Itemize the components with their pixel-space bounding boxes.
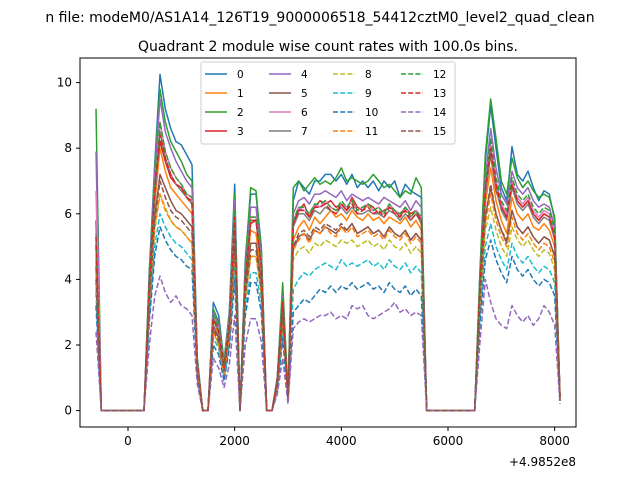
axes-frame [79,57,577,428]
x-tick-label: 0 [124,434,132,448]
legend-label-12: 12 [433,69,446,81]
axis-ticks: 0 2000 4000 6000 8000 0 2 4 6 8 10 [57,76,570,448]
y-tick-label: 6 [64,207,72,221]
legend-label-14: 14 [433,107,447,119]
legend-label-0: 0 [237,69,244,81]
legend-label-11: 11 [365,126,378,138]
series-line-12 [95,121,561,412]
legend-label-9: 9 [365,88,372,100]
series-line-15 [95,180,561,412]
y-tick-label: 0 [64,404,72,418]
plot-area [95,73,561,412]
chart-title: Quadrant 2 module wise count rates with … [138,39,518,55]
legend-label-13: 13 [433,88,446,100]
x-offset-label: +4.9852e8 [509,455,576,469]
series-line-11 [95,193,561,412]
series-line-9 [95,213,561,412]
y-tick-label: 8 [64,141,72,155]
legend-label-8: 8 [365,69,372,81]
legend-label-2: 2 [237,107,244,119]
legend-label-6: 6 [301,107,308,119]
legend-label-7: 7 [301,126,308,138]
legend-label-5: 5 [301,88,308,100]
y-tick-label: 10 [57,76,72,90]
x-tick-label: 6000 [433,434,464,448]
series-line-13 [95,134,561,412]
y-tick-label: 4 [64,272,72,286]
legend-label-1: 1 [237,88,244,100]
legend-label-15: 15 [433,126,446,138]
y-tick-label: 2 [64,338,72,352]
x-tick-label: 4000 [326,434,357,448]
series-line-2 [95,88,561,412]
x-tick-label: 8000 [539,434,570,448]
x-tick-label: 2000 [219,434,250,448]
series-line-14 [95,275,561,412]
legend-label-4: 4 [301,69,308,81]
legend-label-3: 3 [237,126,244,138]
figure-suptitle: n file: modeM0/AS1A14_126T19_9000006518_… [45,10,594,26]
legend-label-10: 10 [365,107,378,119]
legend-box [200,61,456,145]
series-line-10 [95,226,561,412]
